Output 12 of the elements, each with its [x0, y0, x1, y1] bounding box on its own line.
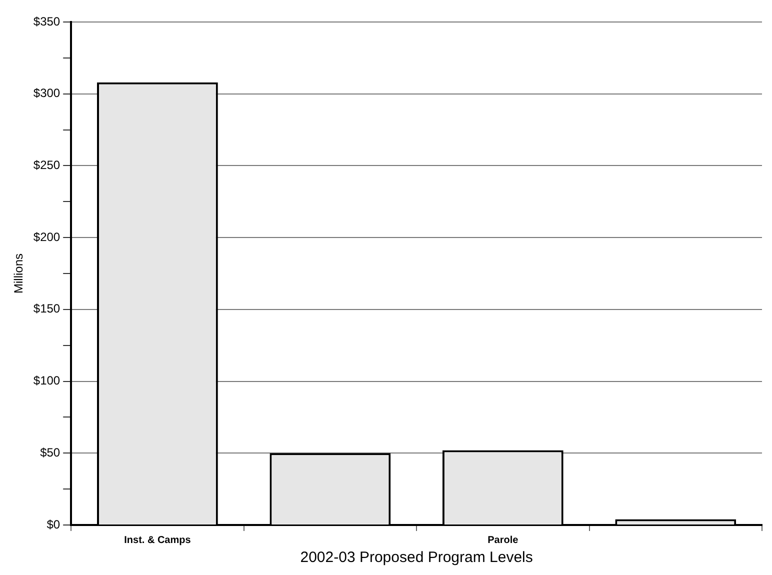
y-tick-label: $50 [40, 445, 60, 460]
y-tick-label: $350 [33, 14, 60, 28]
y-axis-title: Millions [12, 253, 26, 294]
y-tick-label: $150 [33, 302, 60, 316]
x-tick-label: Parole [488, 534, 519, 546]
y-tick-label: $100 [33, 374, 60, 388]
y-tick-label: $250 [33, 158, 60, 172]
x-tick-label: Inst. & Camps [124, 534, 192, 546]
y-tick-label: $300 [33, 86, 60, 100]
y-tick-label: $0 [46, 517, 60, 532]
x-axis-title: 2002-03 Proposed Program Levels [300, 549, 533, 566]
y-tick-label: $200 [33, 230, 60, 244]
